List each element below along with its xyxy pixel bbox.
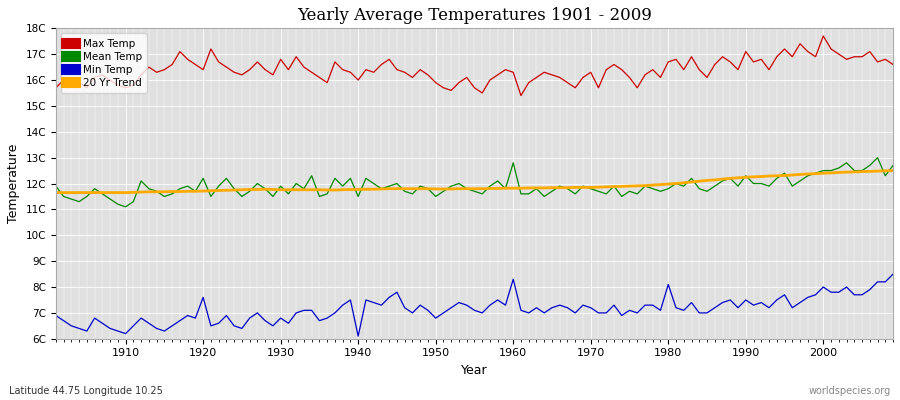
Title: Yearly Average Temperatures 1901 - 2009: Yearly Average Temperatures 1901 - 2009 [297,7,652,24]
Text: worldspecies.org: worldspecies.org [809,386,891,396]
Y-axis label: Temperature: Temperature [7,144,20,223]
Text: Latitude 44.75 Longitude 10.25: Latitude 44.75 Longitude 10.25 [9,386,163,396]
Legend: Max Temp, Mean Temp, Min Temp, 20 Yr Trend: Max Temp, Mean Temp, Min Temp, 20 Yr Tre… [61,34,148,93]
X-axis label: Year: Year [461,364,488,377]
